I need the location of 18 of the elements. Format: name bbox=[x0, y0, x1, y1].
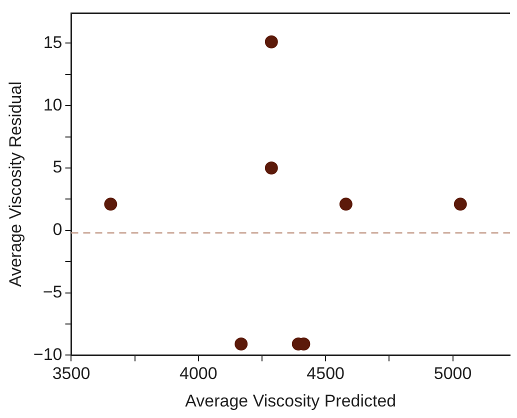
point bbox=[339, 198, 352, 211]
x-axis-title: Average Viscosity Predicted bbox=[185, 391, 396, 410]
y-tick-label: 0 bbox=[52, 220, 62, 240]
y-tick-label: −10 bbox=[33, 344, 62, 364]
x-tick-label: 4500 bbox=[306, 364, 345, 384]
y-tick-label: 10 bbox=[43, 95, 62, 114]
y-tick-label: 5 bbox=[52, 158, 62, 177]
y-axis-title: Average Viscosity Residual bbox=[6, 82, 25, 287]
point bbox=[234, 337, 248, 350]
point bbox=[104, 198, 118, 211]
y-tick-label: −5 bbox=[42, 282, 62, 302]
y-tick-label: 15 bbox=[43, 32, 62, 52]
x-tick-label: 5000 bbox=[434, 364, 472, 384]
point bbox=[264, 161, 278, 174]
point bbox=[264, 35, 278, 48]
point bbox=[454, 198, 467, 211]
x-tick-label: 4000 bbox=[180, 364, 218, 384]
x-tick-label: 3500 bbox=[52, 364, 90, 384]
